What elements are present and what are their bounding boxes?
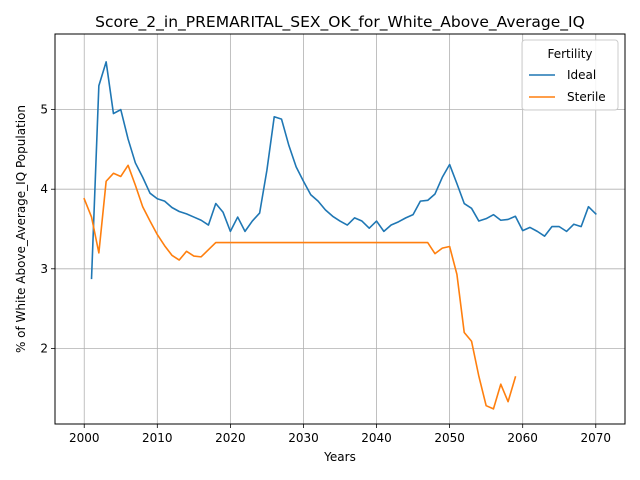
legend-label-sterile: Sterile [567,90,606,104]
y-tick-label: 2 [40,341,48,355]
y-tick-label: 4 [40,182,48,196]
axes-frame [54,33,626,425]
y-tick-label: 3 [40,262,48,276]
legend: Fertility Ideal Sterile [521,39,619,111]
axis-ticks: 2000 2010 2020 2030 2040 2050 2060 2070 2 3 4 5 [40,103,611,445]
series-line-sterile [83,164,517,410]
legend-box [521,39,619,111]
legend-title: Fertility [547,47,592,61]
x-tick-label: 2050 [434,431,465,445]
x-tick-label: 2030 [288,431,319,445]
y-tick-label: 5 [40,103,48,117]
x-tick-label: 2040 [361,431,392,445]
x-tick-label: 2010 [142,431,173,445]
x-tick-label: 2070 [580,431,611,445]
plot-series [83,61,597,410]
x-tick-label: 2000 [69,431,100,445]
chart-title: Score_2_in_PREMARITAL_SEX_OK_for_White_A… [95,13,585,32]
y-axis-label: % of White Above_Average_IQ Population [14,105,28,353]
series-line-ideal [90,61,597,280]
x-tick-label: 2060 [507,431,538,445]
x-axis-label: Years [323,450,356,464]
legend-label-ideal: Ideal [567,68,596,82]
x-tick-label: 2020 [215,431,246,445]
